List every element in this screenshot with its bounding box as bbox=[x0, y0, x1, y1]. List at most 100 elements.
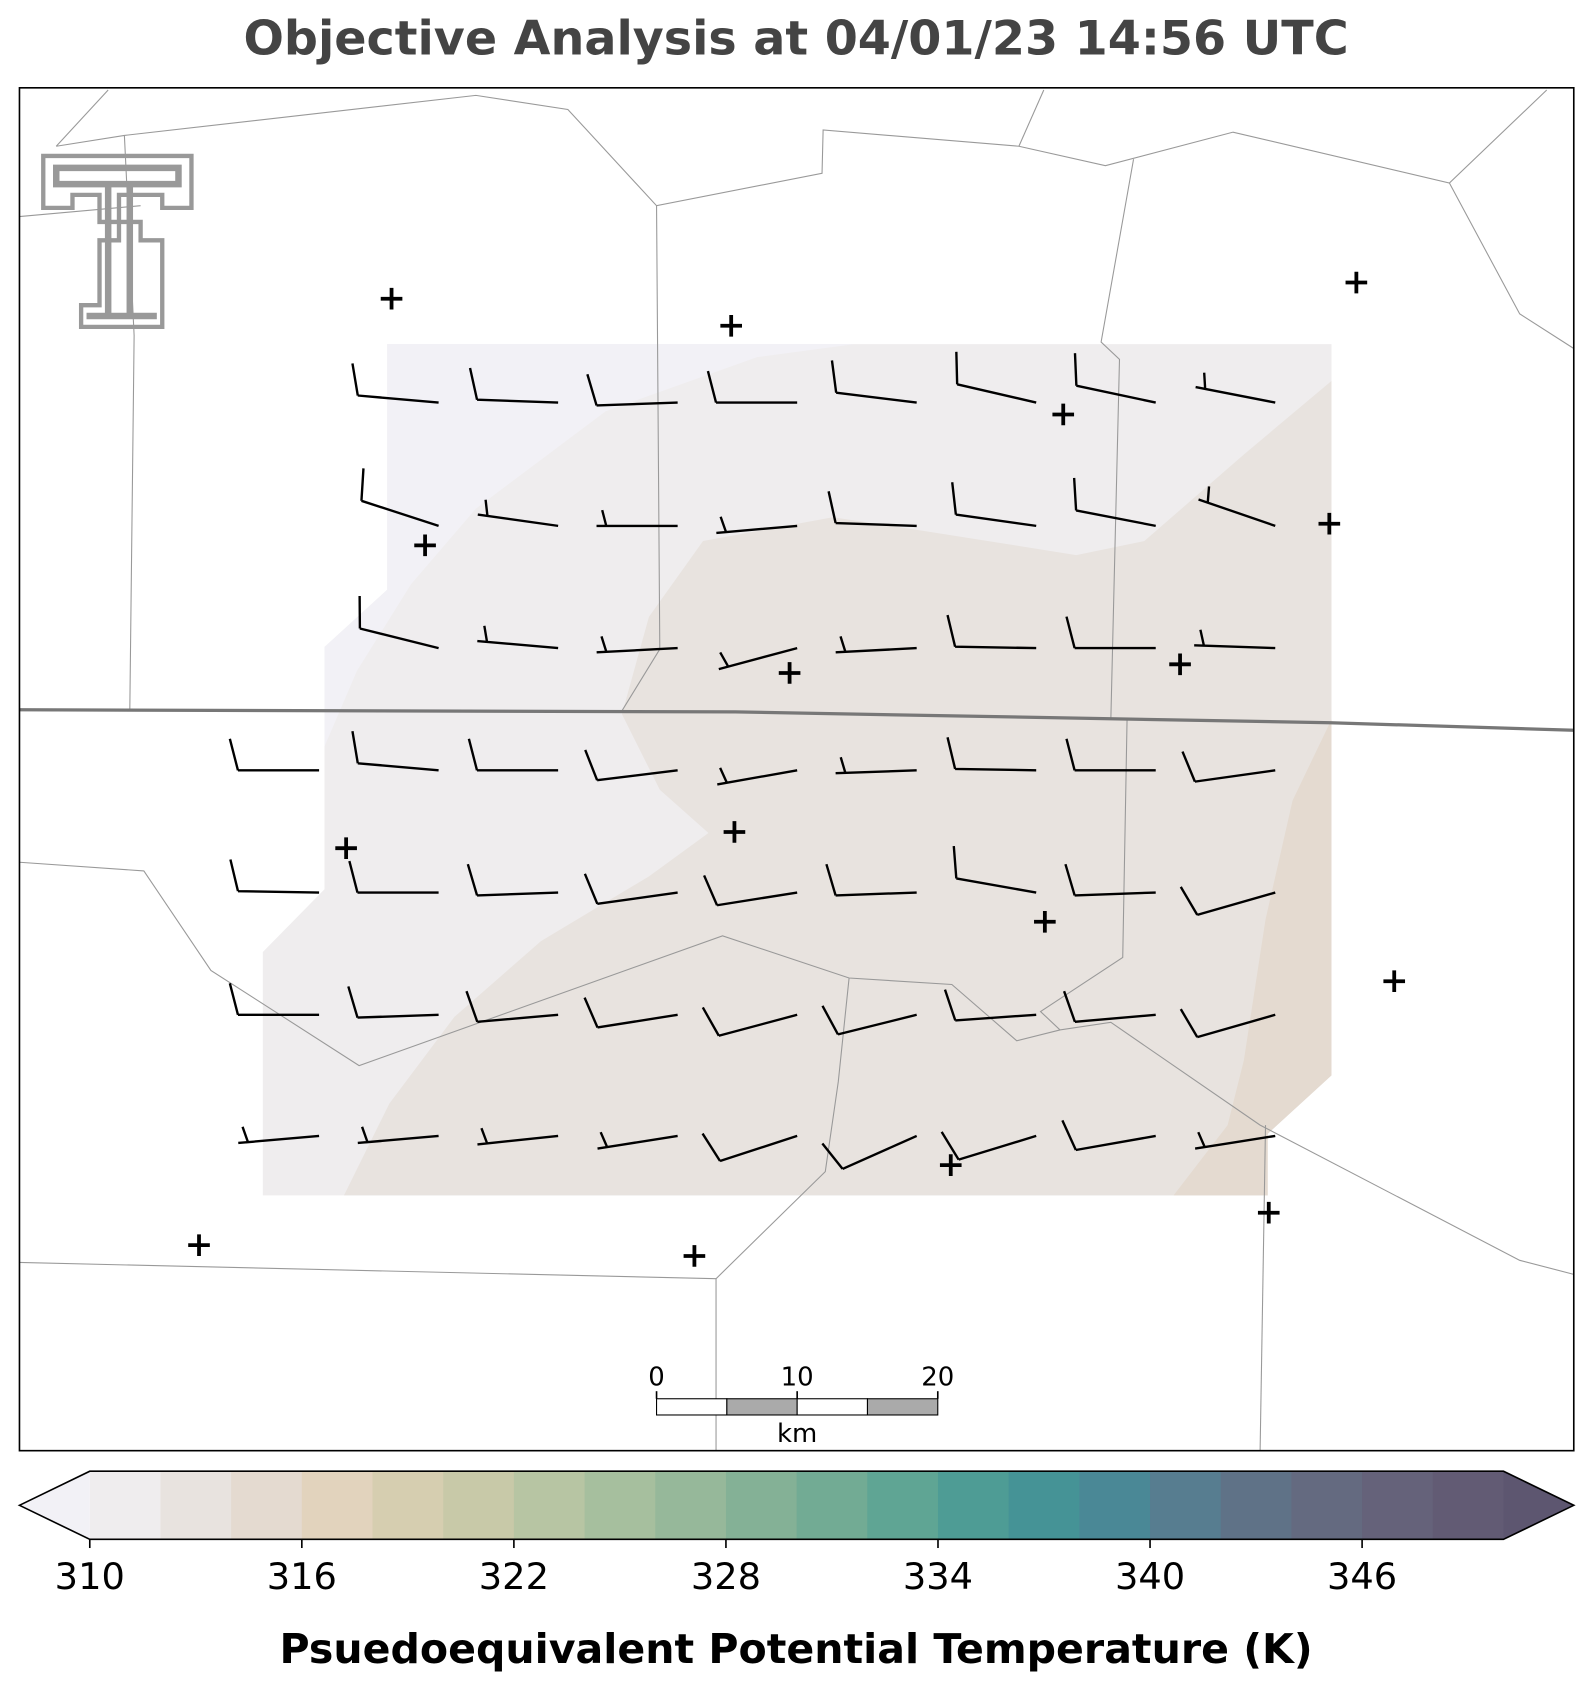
wind-barb bbox=[584, 749, 678, 782]
wind-barb bbox=[821, 1005, 917, 1036]
wind-barb bbox=[827, 491, 917, 528]
wind-barb bbox=[943, 989, 1037, 1022]
station-marker bbox=[1257, 1201, 1280, 1224]
wind-barb bbox=[596, 635, 678, 654]
county-line bbox=[1039, 719, 1574, 1275]
station-marker bbox=[939, 1154, 962, 1176]
wind-barb bbox=[835, 635, 917, 654]
colorbar-under bbox=[19, 1471, 90, 1540]
colorbar-tick-label: 310 bbox=[55, 1555, 125, 1598]
scale-tick-label: 20 bbox=[921, 1363, 954, 1393]
wind-barb bbox=[1065, 616, 1156, 650]
colorbar-bin bbox=[1008, 1471, 1080, 1540]
colorbar-tick-label: 328 bbox=[691, 1555, 761, 1598]
wind-barb bbox=[228, 983, 320, 1016]
wind-barb bbox=[466, 863, 559, 897]
colorbar-tick-label: 316 bbox=[267, 1555, 337, 1598]
contour-fill bbox=[343, 380, 1332, 1196]
colorbar-bin bbox=[725, 1471, 798, 1540]
colorbar-bin bbox=[937, 1471, 1010, 1540]
colorbar-bin bbox=[301, 1471, 374, 1540]
wind-barb bbox=[701, 1006, 798, 1037]
wind-barb bbox=[229, 859, 320, 894]
wind-barb bbox=[351, 363, 439, 404]
wind-barb bbox=[1181, 751, 1276, 783]
contour-fills bbox=[262, 344, 1332, 1196]
colorbar-bin bbox=[584, 1471, 656, 1540]
wind-barb bbox=[1065, 738, 1156, 772]
wind-barb bbox=[1061, 1119, 1156, 1152]
station-marker bbox=[380, 287, 403, 310]
colorbar-bin bbox=[1432, 1471, 1505, 1540]
wind-barb bbox=[1194, 1131, 1276, 1150]
scale-tick-label: 0 bbox=[648, 1363, 665, 1393]
county-line bbox=[55, 89, 109, 147]
contour-fill bbox=[324, 344, 855, 747]
colorbar-label: Psuedoequivalent Potential Temperature (… bbox=[279, 1625, 1312, 1673]
wind-barb bbox=[940, 1131, 1037, 1161]
wind-barb bbox=[717, 767, 798, 786]
station-marker bbox=[1169, 653, 1191, 676]
wind-barb bbox=[955, 351, 1037, 404]
station-marker bbox=[188, 1234, 210, 1256]
wind-barb bbox=[347, 986, 439, 1019]
station-marker bbox=[1318, 512, 1341, 535]
scale-segment bbox=[726, 1398, 798, 1416]
wind-barb bbox=[952, 845, 1037, 894]
wind-barb bbox=[583, 873, 678, 906]
wind-barb bbox=[830, 360, 917, 404]
station-marker bbox=[1345, 271, 1368, 294]
wind-barb bbox=[701, 1132, 798, 1163]
colorbar-bin bbox=[231, 1471, 303, 1540]
county-line bbox=[19, 1261, 717, 1280]
wind-barb bbox=[468, 367, 559, 404]
wind-barb bbox=[467, 738, 559, 772]
wind-barb bbox=[348, 860, 439, 894]
wind-barb bbox=[1062, 990, 1156, 1024]
wind-barb bbox=[351, 730, 439, 772]
wind-barb bbox=[716, 516, 798, 535]
logo-inner bbox=[53, 164, 182, 320]
wind-barb bbox=[583, 997, 678, 1029]
station-marker bbox=[683, 1245, 706, 1267]
wind-barb bbox=[835, 756, 917, 775]
wind-barb bbox=[706, 370, 798, 404]
colorbar-bin bbox=[89, 1471, 162, 1540]
county-line bbox=[715, 977, 850, 1451]
colorbar: 310 316 322 328 334 340 346 bbox=[17, 1470, 1576, 1598]
county-line bbox=[19, 861, 1061, 1067]
county-line bbox=[1018, 89, 1045, 147]
scale-segment bbox=[796, 1398, 869, 1416]
wind-barb bbox=[1073, 353, 1156, 404]
wind-barb bbox=[946, 614, 1037, 650]
station-marker bbox=[723, 821, 746, 843]
logo bbox=[41, 153, 194, 330]
wind-barb bbox=[1194, 629, 1276, 650]
wind-barb bbox=[596, 509, 678, 528]
wind-barb bbox=[228, 738, 320, 772]
colorbar-tick-label: 334 bbox=[903, 1555, 973, 1598]
station-marker bbox=[778, 662, 801, 684]
colorbar-bin bbox=[1362, 1471, 1434, 1540]
colorbar-bin bbox=[443, 1471, 515, 1540]
county-line bbox=[1259, 1125, 1267, 1451]
wind-barb bbox=[465, 990, 559, 1024]
scale-segment bbox=[866, 1398, 939, 1416]
station-marker bbox=[1383, 970, 1406, 993]
scale-segment bbox=[656, 1398, 728, 1416]
station-marker bbox=[335, 837, 357, 860]
state-line bbox=[19, 708, 1574, 732]
colorbar-bin bbox=[1291, 1471, 1363, 1540]
wind-barb bbox=[1179, 886, 1276, 917]
scale-unit: km bbox=[777, 1419, 817, 1449]
wind-barb bbox=[586, 373, 678, 407]
stations bbox=[188, 271, 1406, 1267]
wind-barb bbox=[238, 1126, 320, 1145]
wind-barb bbox=[825, 863, 917, 897]
colorbar-bin bbox=[160, 1471, 232, 1540]
wind-barb bbox=[1198, 486, 1276, 528]
colorbar-tick-label: 340 bbox=[1115, 1555, 1185, 1598]
wind-barb bbox=[1072, 477, 1156, 528]
county-line bbox=[1100, 159, 1135, 720]
colorbar-bin bbox=[1150, 1471, 1222, 1540]
